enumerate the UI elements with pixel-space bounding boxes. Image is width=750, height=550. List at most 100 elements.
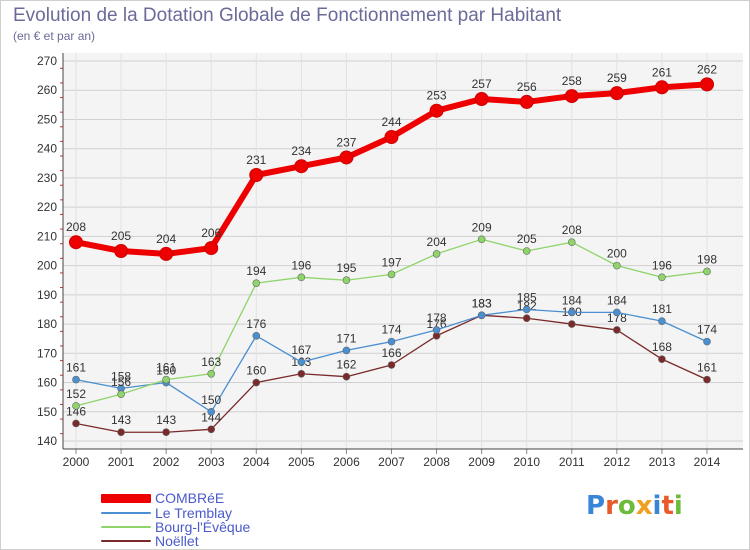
data-label: 160 <box>156 364 176 378</box>
data-label: 261 <box>652 65 672 79</box>
y-tick-label: 210 <box>37 229 57 243</box>
legend-item: Bourg-l'Évêque <box>101 519 250 535</box>
data-point <box>162 428 170 437</box>
data-label: 205 <box>517 232 537 246</box>
data-label: 158 <box>111 369 131 383</box>
y-tick-label: 190 <box>37 288 57 302</box>
x-tick-label: 2013 <box>649 455 676 469</box>
data-label: 171 <box>336 331 356 345</box>
data-point <box>114 244 129 258</box>
data-point <box>432 250 441 258</box>
data-point <box>609 86 624 101</box>
data-label: 178 <box>607 311 627 325</box>
data-label: 257 <box>472 77 492 91</box>
data-point <box>387 361 396 369</box>
x-tick-label: 2011 <box>559 455 585 469</box>
data-label: 168 <box>652 340 672 354</box>
y-tick-label: 240 <box>37 142 57 156</box>
y-tick-label: 200 <box>37 259 57 273</box>
y-tick-label: 160 <box>37 376 57 390</box>
data-point <box>69 235 83 250</box>
x-tick-label: 2010 <box>513 455 540 469</box>
data-label: 185 <box>517 290 537 304</box>
logo-letter: x <box>635 491 653 521</box>
data-label: 161 <box>66 361 86 375</box>
logo-letter: o <box>617 491 636 521</box>
data-point <box>117 390 125 399</box>
data-label: 196 <box>652 258 672 272</box>
chart-title: Evolution de la Dotation Globale de Fonc… <box>13 5 562 26</box>
logo-letter: i <box>652 491 662 521</box>
data-label: 166 <box>381 346 401 360</box>
data-label: 184 <box>607 293 627 307</box>
logo-letter: i <box>673 491 683 521</box>
data-point <box>522 314 531 323</box>
data-label: 231 <box>246 153 266 167</box>
data-label: 194 <box>246 264 266 278</box>
logo-letter: t <box>661 491 674 521</box>
data-point <box>522 305 531 314</box>
data-point <box>474 92 489 106</box>
data-point <box>564 89 579 104</box>
data-label: 184 <box>562 293 582 307</box>
data-point <box>613 326 621 334</box>
data-label: 161 <box>697 361 717 375</box>
data-label: 161 <box>156 361 176 375</box>
data-point <box>207 425 216 434</box>
data-label: 208 <box>562 223 582 237</box>
data-point <box>658 273 666 282</box>
data-label: 195 <box>336 261 356 275</box>
data-label: 237 <box>336 135 356 149</box>
data-label: 258 <box>562 74 582 88</box>
data-label: 152 <box>66 387 86 401</box>
data-label: 200 <box>607 247 627 261</box>
data-point <box>613 261 621 270</box>
data-label: 234 <box>291 144 311 158</box>
x-tick-label: 2005 <box>288 455 315 469</box>
data-label: 183 <box>472 296 492 310</box>
data-label: 181 <box>652 302 672 316</box>
data-label: 167 <box>291 343 311 357</box>
data-point <box>297 369 306 378</box>
x-tick-label: 2008 <box>423 455 450 469</box>
x-tick-label: 2004 <box>243 455 270 469</box>
data-label: 178 <box>427 311 447 325</box>
data-point <box>252 331 261 340</box>
data-label: 204 <box>156 232 176 246</box>
data-point <box>387 270 396 279</box>
x-tick-label: 2007 <box>378 455 405 469</box>
data-label: 176 <box>427 317 447 331</box>
legend-label: COMBRéE <box>155 490 225 506</box>
chart-subtitle: (en € et par an) <box>13 29 96 43</box>
data-point <box>432 326 441 334</box>
data-label: 160 <box>246 364 266 378</box>
data-label: 204 <box>427 235 447 249</box>
data-label: 196 <box>291 258 311 272</box>
data-point <box>72 402 80 410</box>
x-tick-label: 2002 <box>153 455 180 469</box>
data-label: 174 <box>697 323 717 337</box>
x-tick-label: 2012 <box>604 455 631 469</box>
legend-item: Noëllet <box>101 533 199 549</box>
data-point <box>342 372 351 381</box>
data-label: 176 <box>246 317 266 331</box>
proxiti-logo: Proxiti <box>586 491 683 521</box>
legend-swatch <box>101 493 151 503</box>
data-label: 162 <box>336 358 356 372</box>
data-point <box>342 346 351 355</box>
data-point <box>567 320 576 328</box>
data-point <box>72 419 80 428</box>
logo-letter: r <box>605 491 618 521</box>
data-point <box>387 337 396 346</box>
data-label: 198 <box>697 252 717 266</box>
data-point <box>249 168 264 182</box>
x-tick-label: 2009 <box>468 455 495 469</box>
data-point <box>159 246 174 261</box>
data-label: 206 <box>201 226 221 240</box>
data-point <box>658 355 666 363</box>
y-tick-label: 140 <box>37 434 57 448</box>
data-point <box>297 358 306 366</box>
data-point <box>294 159 309 174</box>
